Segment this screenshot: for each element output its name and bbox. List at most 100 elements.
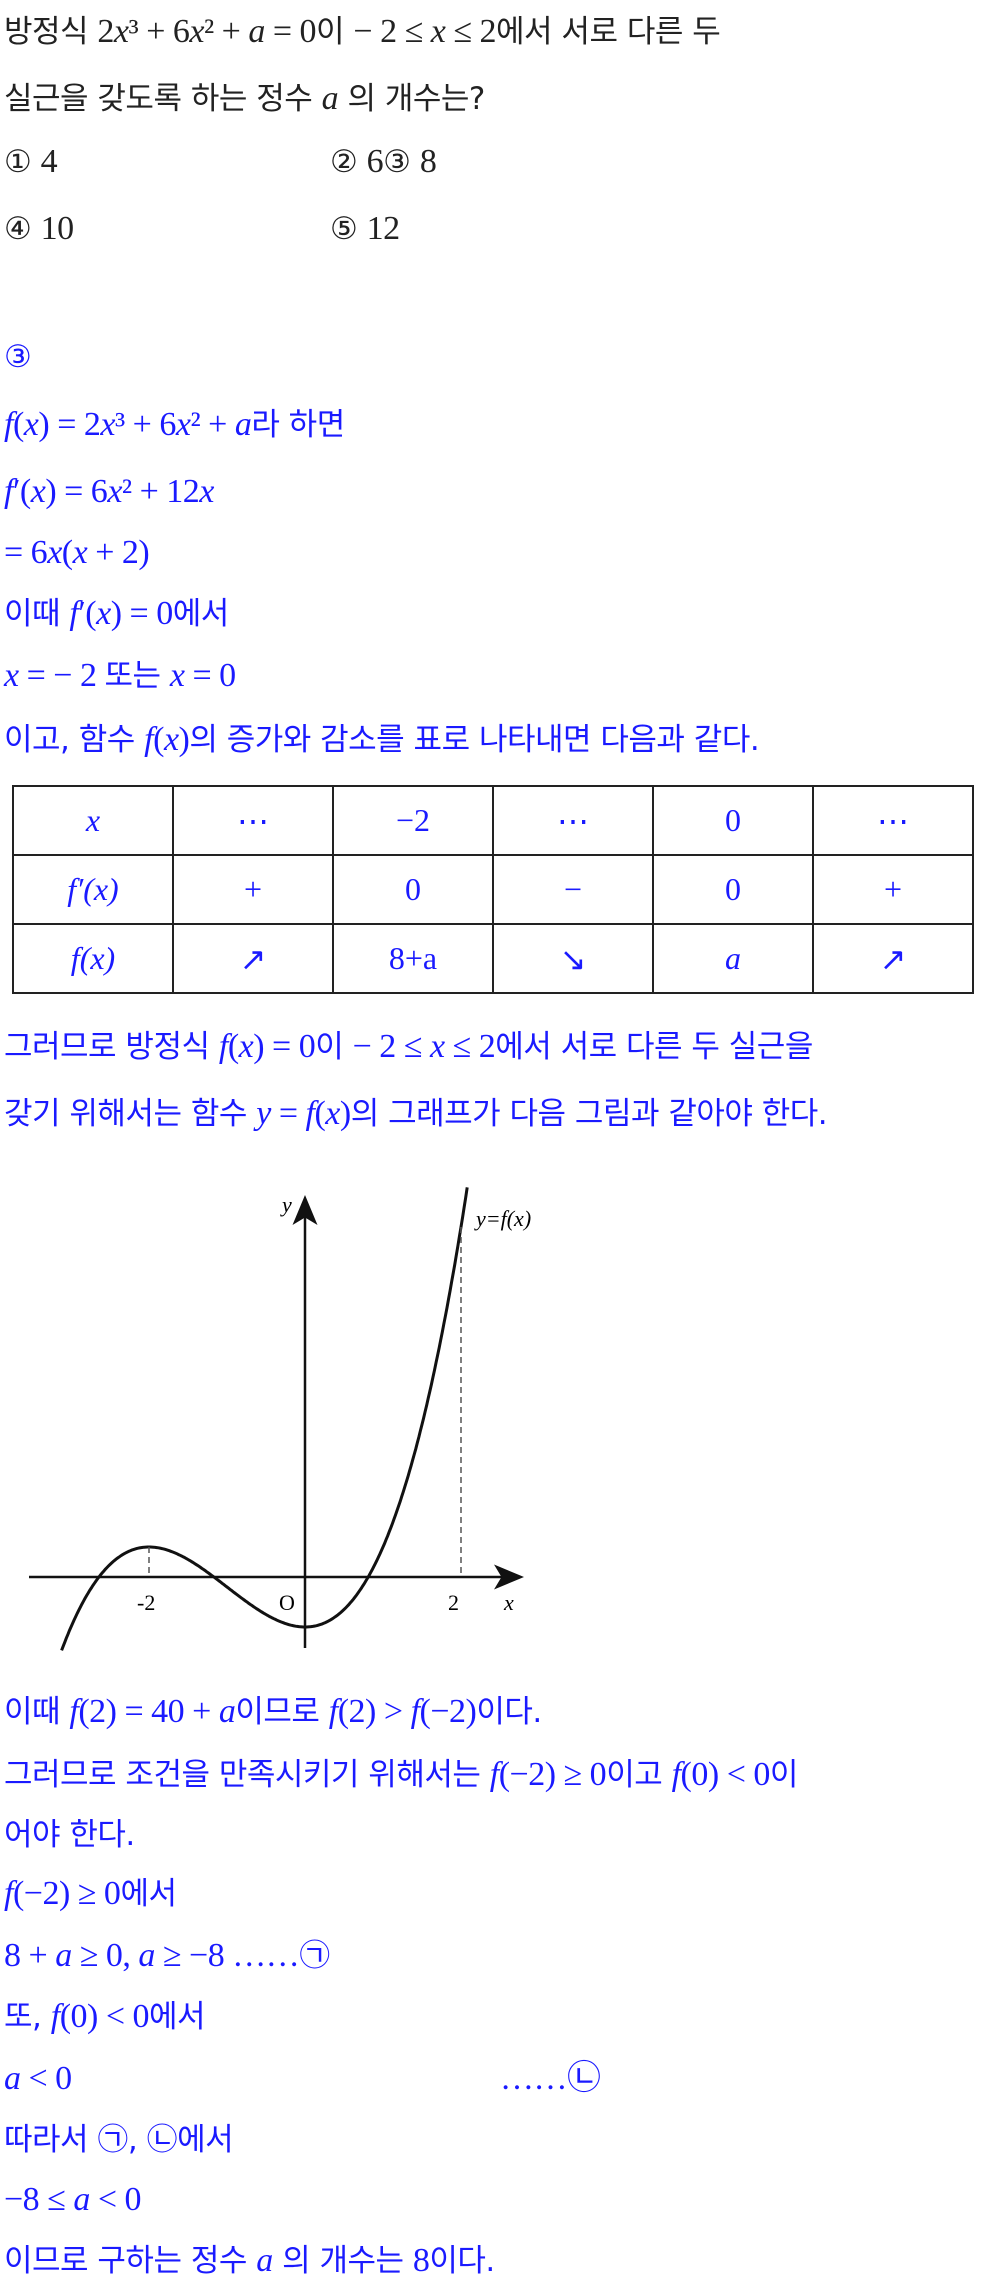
text-segment: 갖기 위해서는 함수 bbox=[4, 1096, 257, 1132]
text-segment: 또는 bbox=[104, 658, 170, 694]
function-curve bbox=[60, 1187, 469, 1651]
text-segment: 그러므로 조건을 만족시키기 위해서는 bbox=[4, 1757, 490, 1793]
math-segment: x bbox=[23, 406, 39, 443]
text-segment: 이 bbox=[316, 14, 354, 50]
table-cell: 8+a bbox=[332, 923, 494, 994]
math-segment: a bbox=[55, 1937, 72, 1974]
math-segment: x bbox=[113, 13, 129, 50]
math-segment: a bbox=[321, 80, 339, 117]
table-cell: ↗ bbox=[812, 923, 974, 994]
math-segment: a bbox=[256, 2242, 273, 2279]
table-cell: ⋯ bbox=[812, 785, 974, 856]
math-segment: f bbox=[489, 1756, 499, 1793]
math-segment: ≥ 0, bbox=[71, 1937, 139, 1974]
math-segment: a bbox=[248, 13, 265, 50]
math-segment: x bbox=[30, 473, 46, 510]
math-segment: x bbox=[107, 473, 122, 510]
solution-line: 8 + a ≥ 0, a ≥ −8 ……㉠ bbox=[4, 1932, 330, 1980]
table-cell: + bbox=[812, 854, 974, 925]
solution-line: 이므로 구하는 정수 a 의 개수는 8이다. bbox=[4, 2237, 495, 2285]
math-segment: 8 bbox=[419, 143, 437, 180]
math-segment: f bbox=[69, 1693, 79, 1730]
math-segment: ² + bbox=[190, 406, 235, 443]
text-segment: 따라서 ㉠, ㉡에서 bbox=[4, 2122, 234, 2158]
y-axis-label: y bbox=[280, 1192, 292, 1217]
solution-line: f(x) = 2x³ + 6x² + a라 하면 bbox=[4, 401, 345, 449]
text-segment: 에서 서로 다른 두 bbox=[496, 14, 721, 50]
text-segment: 또, bbox=[4, 1999, 51, 2035]
table-cell: ⋯ bbox=[172, 785, 334, 856]
solution-line: 이때 f′(x) = 0에서 bbox=[4, 590, 229, 638]
text-segment: ④ bbox=[4, 211, 41, 247]
text-segment: 이 bbox=[315, 1029, 353, 1065]
math-segment: ) bbox=[178, 721, 190, 758]
math-segment: ( bbox=[227, 1028, 239, 1065]
text-segment: 이므로 구하는 정수 bbox=[4, 2243, 257, 2279]
text-segment: 의 개수는? bbox=[338, 81, 485, 117]
math-segment: ( bbox=[12, 406, 24, 443]
text-segment: 이다. bbox=[429, 2243, 495, 2279]
math-segment: f bbox=[144, 721, 154, 758]
math-segment: (2) > bbox=[337, 1693, 411, 1730]
math-segment: = 6 bbox=[4, 534, 48, 571]
math-segment: f bbox=[4, 473, 13, 510]
text-segment: ⑤ bbox=[330, 211, 367, 247]
solution-line: 그러므로 조건을 만족시키기 위해서는 f(−2) ≥ 0이고 f(0) < 0… bbox=[4, 1751, 798, 1799]
math-segment: (0) < 0 bbox=[59, 1998, 150, 2035]
text-segment: 실근을 갖도록 하는 정수 bbox=[4, 81, 322, 117]
solution-line: 이고, 함수 f(x)의 증가와 감소를 표로 나타내면 다음과 같다. bbox=[4, 716, 760, 764]
math-segment: − 2 ≤ bbox=[353, 13, 431, 50]
math-segment: f bbox=[4, 406, 13, 443]
math-segment: x bbox=[189, 13, 204, 50]
math-segment: f bbox=[328, 1693, 338, 1730]
math-segment: f bbox=[671, 1756, 681, 1793]
table-cell: − bbox=[492, 854, 654, 925]
math-segment: a bbox=[234, 406, 252, 443]
text-segment: 라 하면 bbox=[251, 407, 345, 443]
table-row: f(x) ↗ 8+a ↘ a ↗ bbox=[12, 923, 974, 994]
math-segment: x bbox=[47, 534, 62, 571]
solution-line: 따라서 ㉠, ㉡에서 bbox=[4, 2116, 234, 2164]
solution-line: a < 0 bbox=[4, 2055, 72, 2103]
math-segment: x bbox=[430, 13, 446, 50]
solution-line: f′(x) = 6x² + 12x bbox=[4, 468, 214, 516]
solution-line: 또, f(0) < 0에서 bbox=[4, 1993, 206, 2041]
table-cell: 0 bbox=[652, 785, 814, 856]
solution-line: 이때 f(2) = 40 + a이므로 f(2) > f(−2)이다. bbox=[4, 1688, 542, 1736]
math-segment: x bbox=[325, 1095, 340, 1132]
math-segment: − 2 ≤ bbox=[352, 1028, 430, 1065]
math-segment: (−2) bbox=[419, 1693, 477, 1730]
text-segment: 의 증가와 감소를 표로 나타내면 다음과 같다. bbox=[189, 722, 760, 758]
math-segment: ) = 0 bbox=[110, 595, 174, 632]
math-segment: ≤ 2 bbox=[445, 13, 497, 50]
math-segment: < 0 bbox=[20, 2060, 73, 2097]
row-header: f(x) bbox=[12, 923, 174, 994]
math-segment: ′( bbox=[78, 595, 97, 632]
math-segment: 12 bbox=[366, 210, 401, 247]
choice: ① 4 bbox=[4, 138, 58, 186]
math-segment: ′( bbox=[12, 473, 31, 510]
math-segment: a bbox=[4, 2060, 21, 2097]
math-segment: (2) = 40 + bbox=[78, 1693, 219, 1730]
tick-label-2: 2 bbox=[448, 1590, 459, 1615]
text-segment: 에서 서로 다른 두 실근을 bbox=[495, 1029, 813, 1065]
choice: ② 6③ 8 bbox=[330, 138, 437, 186]
table-cell: ⋯ bbox=[492, 785, 654, 856]
solution-line: ③ bbox=[4, 333, 32, 381]
solution-line: 어야 한다. bbox=[4, 1811, 135, 1859]
text-segment: 방정식 bbox=[4, 14, 98, 50]
row-header: f′(x) bbox=[12, 854, 174, 925]
text-segment: ③ bbox=[4, 339, 32, 375]
math-segment: ) = 6 bbox=[45, 473, 108, 510]
text-segment: ㉠ bbox=[299, 1938, 330, 1974]
math-segment: x bbox=[163, 721, 179, 758]
math-segment: = bbox=[270, 1095, 306, 1132]
math-segment: x bbox=[238, 1028, 254, 1065]
math-segment: x bbox=[4, 657, 19, 694]
math-segment: f bbox=[218, 1028, 228, 1065]
text-segment: 의 그래프가 다음 그림과 같아야 한다. bbox=[350, 1096, 828, 1132]
solution-line: f(−2) ≥ 0에서 bbox=[4, 1870, 177, 1918]
text-segment: 에서 bbox=[172, 596, 230, 632]
origin-label: O bbox=[279, 1590, 295, 1615]
math-segment: f bbox=[305, 1095, 315, 1132]
